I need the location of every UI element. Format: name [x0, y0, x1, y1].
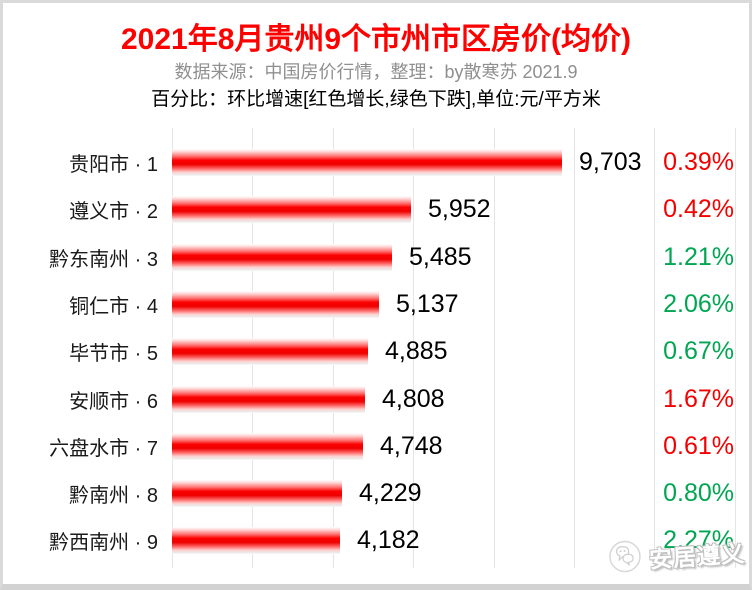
mom-change-label: 0.39% [663, 148, 734, 176]
chart-row: 毕节市 · 5 4,885 0.67% [3, 328, 749, 375]
price-value-label: 5,952 [428, 195, 491, 223]
chart-row: 铜仁市 · 4 5,137 2.06% [3, 281, 749, 328]
chat-bubbles-logo-icon [604, 537, 647, 581]
category-label: 遵义市 · 2 [69, 201, 158, 223]
chart-row: 黔西南州 · 9 4,182 2.27% [3, 517, 749, 564]
watermark-label: 安居遵义 [648, 539, 746, 573]
price-bar [172, 291, 379, 318]
category-label: 黔南州 · 8 [69, 485, 158, 507]
mom-change-label: 2.06% [663, 290, 734, 318]
mom-change-label: 0.67% [663, 337, 734, 365]
price-bar [172, 386, 365, 413]
gridline [735, 128, 736, 568]
category-label: 贵阳市 · 1 [69, 154, 158, 176]
price-value-label: 5,137 [396, 290, 459, 318]
mom-change-label: 0.42% [663, 195, 734, 223]
gridline [574, 128, 575, 568]
bar-chart-plot-area: 贵阳市 · 1 9,703 0.39% 遵义市 · 2 5,952 0.42% … [3, 3, 749, 584]
chart-row: 贵阳市 · 1 9,703 0.39% [3, 139, 749, 186]
price-bar [172, 527, 340, 554]
category-label: 黔西南州 · 9 [49, 532, 158, 554]
price-value-label: 4,808 [382, 385, 445, 413]
price-bar [172, 196, 411, 223]
price-value-label: 5,485 [409, 243, 472, 271]
chart-row: 黔南州 · 8 4,229 0.80% [3, 470, 749, 517]
category-label: 毕节市 · 5 [69, 343, 158, 365]
chart-row: 六盘水市 · 7 4,748 0.61% [3, 423, 749, 470]
page-title: 2021年8月贵州9个市州市区房价(均价) [120, 23, 632, 56]
category-label: 安顺市 · 6 [69, 391, 158, 413]
price-bar [172, 338, 368, 365]
price-bar [172, 480, 342, 507]
watermark: 安居遵义 [604, 530, 747, 581]
mom-change-label: 1.21% [663, 243, 734, 271]
chart-row: 黔东南州 · 3 5,485 1.21% [3, 234, 749, 281]
price-value-label: 9,703 [579, 148, 642, 176]
price-value-label: 4,748 [380, 432, 443, 460]
price-bar [172, 244, 392, 271]
chart-row: 遵义市 · 2 5,952 0.42% [3, 186, 749, 233]
mom-change-label: 1.67% [663, 385, 734, 413]
subtitle-data-source: 数据来源：中国房价行情，整理：by散寒苏 2021.9 [174, 62, 578, 82]
gridline [654, 128, 655, 568]
category-label: 黔东南州 · 3 [49, 249, 158, 271]
mom-change-label: 0.61% [663, 432, 734, 460]
gridline [494, 128, 495, 568]
category-label: 铜仁市 · 4 [69, 296, 158, 318]
mom-change-label: 0.80% [663, 479, 734, 507]
price-value-label: 4,182 [357, 526, 420, 554]
price-bar [172, 149, 562, 176]
category-label: 六盘水市 · 7 [49, 438, 158, 460]
price-bar [172, 433, 363, 460]
price-value-label: 4,885 [385, 337, 448, 365]
subtitle-legend-note: 百分比：环比增速[红色增长,绿色下跌],单位:元/平方米 [151, 89, 601, 110]
price-value-label: 4,229 [359, 479, 422, 507]
mom-change-label: 2.27% [663, 526, 734, 554]
gridline [413, 128, 414, 568]
chart-row: 安顺市 · 6 4,808 1.67% [3, 376, 749, 423]
